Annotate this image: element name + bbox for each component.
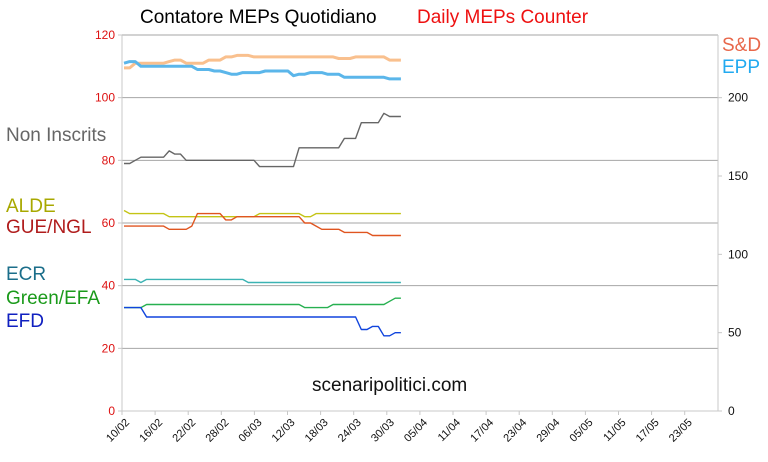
series-lines: [123, 53, 401, 337]
series-line-gue-ngl: [124, 212, 401, 237]
legend-gue-ngl: GUE/NGL: [6, 217, 92, 238]
x-tick-label: 22/02: [170, 417, 198, 445]
right-y-tick-label: 50: [728, 326, 742, 340]
series-line-ecr: [124, 278, 401, 284]
series-line-s-d: [124, 53, 401, 70]
x-tick-label: 24/03: [336, 417, 364, 445]
right-y-tick-label: 200: [728, 91, 748, 105]
x-tick-label: 11/04: [436, 417, 463, 444]
series-line-efd: [124, 306, 401, 337]
series-line-epp: [123, 60, 401, 81]
x-tick-label: 16/02: [137, 417, 165, 445]
x-tick-label: 05/04: [402, 417, 430, 445]
right-y-tick-label: 0: [728, 404, 735, 418]
series-line-non-inscrits: [124, 112, 401, 168]
legend-epp: EPP: [722, 57, 761, 78]
gridlines: [122, 34, 718, 349]
series-line-alde: [123, 209, 401, 218]
x-tick-label: 10/02: [104, 417, 132, 445]
right-y-tick-label: 100: [728, 247, 748, 261]
axes: [118, 34, 722, 415]
left-y-tick-label: 100: [95, 91, 115, 105]
x-tick-label: 18/03: [303, 417, 331, 445]
x-tick-label: 23/05: [667, 417, 695, 445]
left-y-tick-labels: 0 20 40 60 80 100 120: [95, 28, 115, 418]
chart-title-italian: Contatore MEPs Quotidiano: [140, 7, 377, 28]
right-y-tick-label: 150: [728, 169, 748, 183]
right-y-tick-labels: 0 50 100 150 200: [728, 91, 748, 418]
left-y-tick-label: 40: [102, 279, 116, 293]
x-tick-label: 30/03: [369, 417, 397, 445]
x-tick-label: 23/04: [501, 417, 529, 445]
left-y-tick-label: 0: [108, 404, 115, 418]
chart-title-english: Daily MEPs Counter: [417, 7, 589, 28]
x-tick-labels: 10/02 16/02 22/02 28/02 06/03 12/03 18/03 24/03…: [104, 417, 695, 445]
x-tick-label: 11/05: [601, 417, 628, 444]
x-tick-label: 12/03: [270, 417, 298, 445]
left-y-tick-label: 60: [102, 216, 116, 230]
x-tick-label: 28/02: [203, 417, 231, 445]
legend-green-efa: Green/EFA: [6, 288, 100, 309]
legend-efd: EFD: [6, 311, 44, 332]
x-tick-label: 17/05: [634, 417, 662, 445]
left-y-tick-label: 20: [102, 341, 116, 355]
legend-non-inscrits: Non Inscrits: [6, 125, 107, 146]
x-tick-label: 29/04: [534, 417, 562, 445]
watermark: scenaripolitici.com: [312, 375, 468, 396]
left-y-tick-label: 120: [95, 28, 115, 42]
x-tick-label: 06/03: [237, 417, 265, 445]
legend-sd: S&D: [722, 35, 762, 56]
series-line-green-efa: [124, 297, 401, 309]
left-y-tick-label: 80: [102, 153, 116, 167]
legend-ecr: ECR: [6, 264, 47, 285]
x-tick-label: 17/04: [468, 417, 496, 445]
x-tick-label: 05/05: [568, 417, 596, 445]
legend-alde: ALDE: [6, 196, 56, 217]
